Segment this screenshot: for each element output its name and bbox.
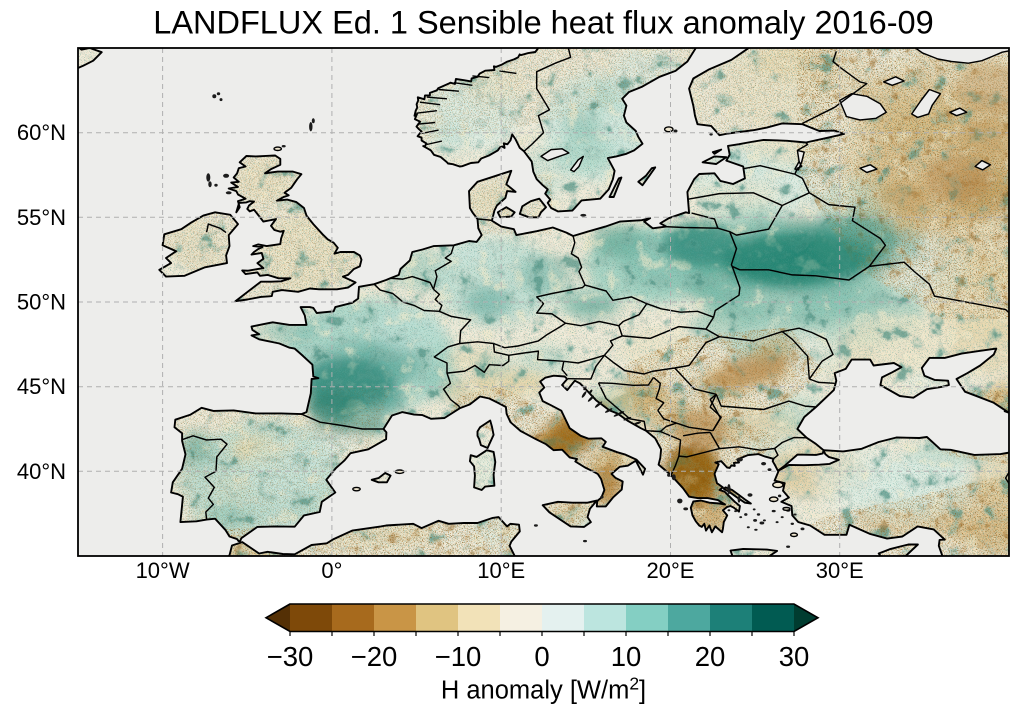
svg-text:20: 20 [695, 641, 726, 672]
svg-text:30°E: 30°E [816, 558, 864, 583]
svg-text:10°W: 10°W [136, 558, 190, 583]
svg-text:10: 10 [611, 641, 642, 672]
svg-text:30: 30 [779, 641, 810, 672]
svg-text:0: 0 [534, 641, 549, 672]
svg-text:−10: −10 [435, 641, 482, 672]
svg-text:0°: 0° [321, 558, 342, 583]
svg-text:10°E: 10°E [477, 558, 525, 583]
svg-text:45°N: 45°N [17, 374, 66, 399]
svg-text:−20: −20 [351, 641, 398, 672]
svg-text:40°N: 40°N [17, 459, 66, 484]
svg-text:LANDFLUX Ed. 1 Sensible heat f: LANDFLUX Ed. 1 Sensible heat flux anomal… [153, 5, 933, 41]
svg-text:H anomaly [W/m2]: H anomaly [W/m2] [441, 674, 646, 705]
svg-text:20°E: 20°E [647, 558, 695, 583]
svg-text:55°N: 55°N [17, 205, 66, 230]
svg-text:50°N: 50°N [17, 290, 66, 315]
svg-text:−30: −30 [267, 641, 314, 672]
svg-text:60°N: 60°N [17, 120, 66, 145]
